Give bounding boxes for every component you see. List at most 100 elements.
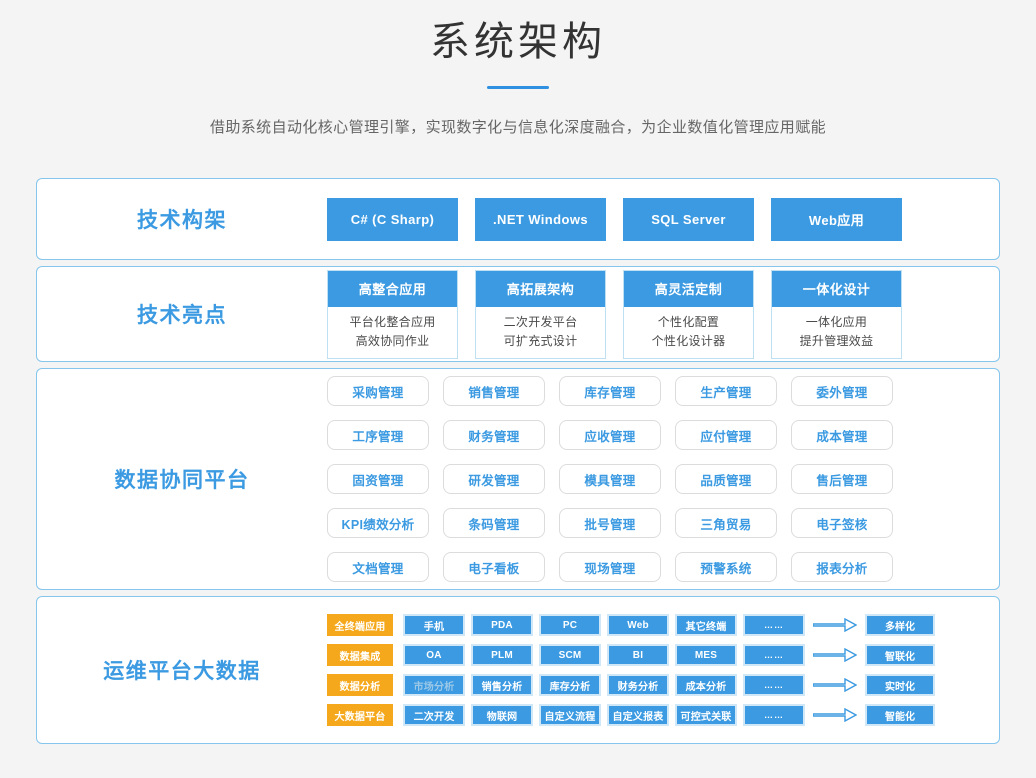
bigdata-outcome-cell[interactable]: 多样化 [865,614,935,636]
bigdata-ellipsis-cell[interactable]: …… [743,644,805,666]
platform-module-chip[interactable]: 采购管理 [327,376,429,406]
platform-module-chip[interactable]: 财务管理 [443,420,545,450]
bigdata-row-tag[interactable]: 数据分析 [327,674,393,696]
bigdata-row-tag[interactable]: 大数据平台 [327,704,393,726]
bigdata-row-tag[interactable]: 全终端应用 [327,614,393,636]
bigdata-cell[interactable]: 库存分析 [539,674,601,696]
section-tech-highlights: 技术亮点 高整合应用 平台化整合应用 高效协同作业 高拓展架构 二次开发平台 可扩充式设计… [36,266,1000,362]
bigdata-cell[interactable]: 财务分析 [607,674,669,696]
platform-module-chip[interactable]: 现场管理 [559,552,661,582]
platform-module-chip[interactable]: 售后管理 [791,464,893,494]
page-header: 系统架构 借助系统自动化核心管理引擎，实现数字化与信息化深度融合，为企业数值化管… [0,0,1036,139]
bigdata-cell[interactable]: PDA [471,614,533,636]
bigdata-ellipsis-cell[interactable]: …… [743,614,805,636]
highlight-card-detail-line: 可扩充式设计 [503,333,578,348]
section-body-tech-highlights: 高整合应用 平台化整合应用 高效协同作业 高拓展架构 二次开发平台 可扩充式设计 高灵活定制… [327,269,999,359]
section-tech-stack: 技术构架 C# (C Sharp) .NET Windows SQL Server W… [36,178,1000,260]
bigdata-cell[interactable]: 成本分析 [675,674,737,696]
bigdata-ellipsis-cell[interactable]: …… [743,704,805,726]
platform-module-chip[interactable]: 模具管理 [559,464,661,494]
platform-module-chip[interactable]: 应付管理 [675,420,777,450]
tech-stack-chip[interactable]: C# (C Sharp) [327,197,458,241]
bigdata-outcome-cell[interactable]: 实时化 [865,674,935,696]
platform-module-chip[interactable]: 批号管理 [559,508,661,538]
bigdata-outcome-cell[interactable]: 智联化 [865,644,935,666]
platform-module-chip[interactable]: 条码管理 [443,508,545,538]
tech-stack-chip[interactable]: Web应用 [771,197,902,241]
bigdata-cell[interactable]: 其它终端 [675,614,737,636]
page-subtitle: 借助系统自动化核心管理引擎，实现数字化与信息化深度融合，为企业数值化管理应用赋能 [209,119,826,136]
title-underline-rule [487,86,549,89]
bigdata-cell[interactable]: 自定义报表 [607,704,669,726]
highlight-card[interactable]: 高拓展架构 二次开发平台 可扩充式设计 [475,269,606,359]
highlight-card[interactable]: 一体化设计一体化应用提升管理效益 [771,269,902,359]
platform-module-chip[interactable]: 委外管理 [791,376,893,406]
section-body-data-platform: 采购管理 销售管理 库存管理 生产管理 委外管理工序管理 财务管理 应收管理 应付管理 成本管理… [327,376,999,582]
platform-module-chip[interactable]: 应收管理 [559,420,661,450]
bigdata-row: 大数据平台 二次开发 物联网 自定义流程 自定义报表 可控式关联 …… 智能化 [327,704,999,726]
bigdata-cell[interactable]: 二次开发 [403,704,465,726]
platform-module-chip[interactable]: 库存管理 [559,376,661,406]
page-title: 系统架构 [430,20,606,64]
data-platform-module-grid: 采购管理 销售管理 库存管理 生产管理 委外管理工序管理 财务管理 应收管理 应付管理 成本管理… [327,376,999,582]
bigdata-cell[interactable]: 自定义流程 [539,704,601,726]
section-label-bigdata-ops: 运维平台大数据 [103,660,261,683]
bigdata-cell[interactable]: 手机 [403,614,465,636]
platform-module-chip[interactable]: 预警系统 [675,552,777,582]
highlight-card-detail-line: 高效协同作业 [355,333,430,348]
platform-module-chip[interactable]: 销售管理 [443,376,545,406]
bigdata-cell[interactable]: OA [403,644,465,666]
highlight-card-title: 高拓展架构 [476,270,605,307]
highlight-card-title: 高整合应用 [328,270,457,307]
platform-module-chip[interactable]: 报表分析 [791,552,893,582]
bigdata-cell[interactable]: PC [539,614,601,636]
highlight-card-body: 个性化配置个性化设计器 [624,307,753,358]
platform-module-chip[interactable]: KPI绩效分析 [327,508,429,538]
tech-stack-chip[interactable]: SQL Server [623,197,754,241]
bigdata-row: 数据集成 OA PLM SCM BI MES …… 智联化 [327,644,999,666]
arrow-right-icon [811,674,859,696]
bigdata-row: 数据分析 市场分析 销售分析 库存分析 财务分析 成本分析 …… 实时化 [327,674,999,696]
section-body-bigdata-ops: 全终端应用 手机 PDA PC Web 其它终端 …… 多样化数据集成 OA PLM SCM BI ME… [327,614,999,726]
platform-module-chip[interactable]: 电子看板 [443,552,545,582]
platform-module-chip[interactable]: 品质管理 [675,464,777,494]
bigdata-row: 全终端应用 手机 PDA PC Web 其它终端 …… 多样化 [327,614,999,636]
highlight-card-detail-line: 个性化配置 [657,314,720,329]
bigdata-cell[interactable]: SCM [539,644,601,666]
highlight-card-row: 高整合应用 平台化整合应用 高效协同作业 高拓展架构 二次开发平台 可扩充式设计 高灵活定制… [327,269,999,359]
bigdata-cell[interactable]: MES [675,644,737,666]
bigdata-ellipsis-cell[interactable]: …… [743,674,805,696]
platform-module-chip[interactable]: 成本管理 [791,420,893,450]
highlight-card-title: 一体化设计 [772,270,901,307]
section-label-data-platform: 数据协同平台 [114,469,250,492]
highlight-card-detail-line: 个性化设计器 [651,333,726,348]
highlight-card-detail-line: 一体化应用 [805,314,868,329]
platform-module-chip[interactable]: 文档管理 [327,552,429,582]
section-label-tech-stack: 技术构架 [137,209,227,232]
bigdata-cell[interactable]: 市场分析 [403,674,465,696]
section-data-platform: 数据协同平台 采购管理 销售管理 库存管理 生产管理 委外管理工序管理 财务管理 应收管理应… [36,368,1000,590]
highlight-card[interactable]: 高灵活定制个性化配置个性化设计器 [623,269,754,359]
section-bigdata-ops: 运维平台大数据 全终端应用 手机 PDA PC Web 其它终端 …… 多样化数据集成 OA PL… [36,596,1000,744]
highlight-card-detail-line: 提升管理效益 [799,333,874,348]
platform-module-chip[interactable]: 生产管理 [675,376,777,406]
platform-module-chip[interactable]: 三角贸易 [675,508,777,538]
platform-module-chip[interactable]: 研发管理 [443,464,545,494]
bigdata-cell[interactable]: Web [607,614,669,636]
highlight-card-body: 一体化应用提升管理效益 [772,307,901,358]
bigdata-cell[interactable]: 销售分析 [471,674,533,696]
bigdata-cell[interactable]: 物联网 [471,704,533,726]
bigdata-cell[interactable]: 可控式关联 [675,704,737,726]
platform-module-chip[interactable]: 固资管理 [327,464,429,494]
highlight-card-title: 高灵活定制 [624,270,753,307]
highlight-card[interactable]: 高整合应用 平台化整合应用 高效协同作业 [327,269,458,359]
bigdata-outcome-cell[interactable]: 智能化 [865,704,935,726]
platform-module-chip[interactable]: 工序管理 [327,420,429,450]
bigdata-cell[interactable]: BI [607,644,669,666]
bigdata-cell[interactable]: PLM [471,644,533,666]
bigdata-row-tag[interactable]: 数据集成 [327,644,393,666]
tech-stack-chip[interactable]: .NET Windows [475,197,606,241]
arrow-right-icon [811,644,859,666]
platform-module-chip[interactable]: 电子签核 [791,508,893,538]
